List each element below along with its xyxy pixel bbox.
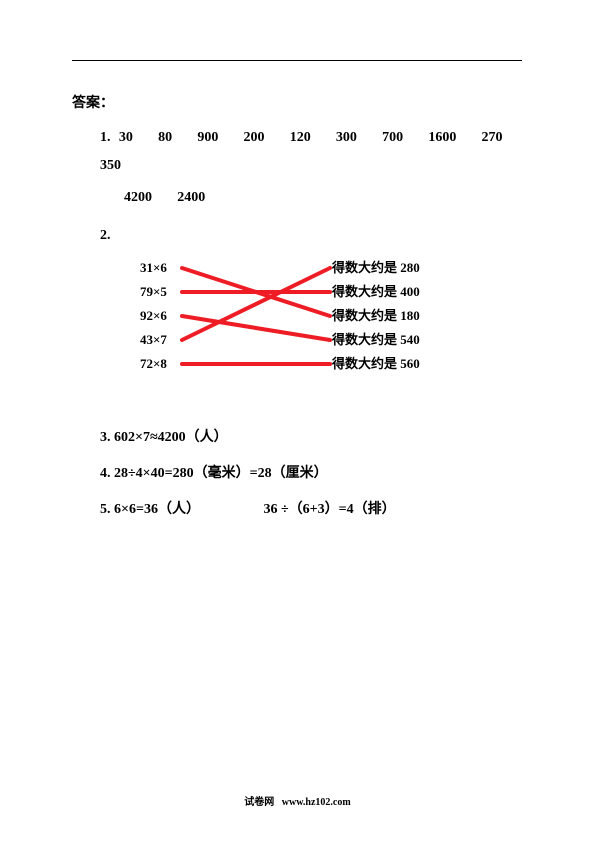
- question-3: 3. 602×7≈4200（人）: [72, 424, 522, 452]
- question-2-label: 2.: [72, 222, 522, 250]
- question-1-line-1: 1. 30 80 900 200 120 300 700 1600 270 35…: [72, 124, 522, 180]
- q1-v2: 900: [197, 130, 218, 145]
- matching-lines-svg: [72, 256, 522, 406]
- answers-heading: 答案：: [72, 90, 522, 118]
- question-4: 4. 28÷4×40=280（毫米）=28（厘米）: [72, 460, 522, 488]
- q1-label: 1.: [100, 130, 111, 145]
- q1-v1: 80: [158, 130, 172, 145]
- q1-v3: 200: [244, 130, 265, 145]
- q1-line2-v0: 4200: [124, 190, 152, 205]
- q5-part-a: 5. 6×6=36（人）: [100, 502, 200, 517]
- top-horizontal-rule: [72, 60, 522, 61]
- footer-site-label: 试卷网: [244, 797, 274, 808]
- q1-v5: 300: [336, 130, 357, 145]
- q1-line2-v1: 2400: [177, 190, 205, 205]
- q1-v9: 350: [100, 158, 121, 173]
- page: 答案： 1. 30 80 900 200 120 300 700 1600 27…: [0, 0, 595, 842]
- question-5: 5. 6×6=36（人） 36 ÷（6+3）=4（排）: [72, 496, 522, 524]
- footer-site-url: www.hz102.com: [282, 797, 351, 808]
- content-area: 答案： 1. 30 80 900 200 120 300 700 1600 27…: [72, 90, 522, 532]
- question-1-line-2: 4200 2400: [72, 184, 522, 212]
- q1-v0: 30: [119, 130, 133, 145]
- page-footer: 试卷网 www.hz102.com: [0, 793, 595, 808]
- q5-part-b: 36 ÷（6+3）=4（排）: [263, 496, 395, 524]
- q1-v8: 270: [482, 130, 503, 145]
- q1-v7: 1600: [428, 130, 456, 145]
- q1-v6: 700: [382, 130, 403, 145]
- matching-diagram: 31×6 79×5 92×6 43×7 72×8 得数大约是 280 得数大约是…: [72, 256, 522, 406]
- q1-v4: 120: [290, 130, 311, 145]
